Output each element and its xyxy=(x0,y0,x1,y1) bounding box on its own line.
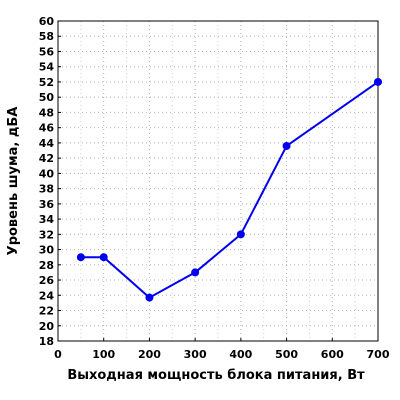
x-tick-label: 300 xyxy=(184,348,207,361)
y-tick-label: 24 xyxy=(39,289,55,302)
y-tick-label: 44 xyxy=(39,137,55,150)
x-tick-label: 100 xyxy=(92,348,115,361)
y-tick-label: 32 xyxy=(39,228,54,241)
x-axis-ticks: 0 100 200 300 400 500 600 700 xyxy=(54,338,390,361)
x-tick-label: 600 xyxy=(321,348,344,361)
y-tick-label: 38 xyxy=(39,183,54,196)
x-tick-label: 0 xyxy=(54,348,62,361)
x-tick-label: 500 xyxy=(275,348,298,361)
x-tick-label: 400 xyxy=(229,348,252,361)
y-tick-label: 48 xyxy=(39,106,54,119)
y-tick-label: 22 xyxy=(39,305,54,318)
y-tick-label: 34 xyxy=(39,213,55,226)
y-tick-label: 30 xyxy=(39,244,55,257)
y-tick-label: 18 xyxy=(39,335,54,348)
data-point xyxy=(76,253,85,262)
grid xyxy=(58,21,378,341)
data-point xyxy=(99,253,108,262)
y-axis-ticks: 18 20 22 24 26 28 30 32 34 36 38 40 42 44 46 48 50 52 54 56… xyxy=(39,15,61,348)
data-point xyxy=(145,293,154,302)
y-tick-label: 36 xyxy=(39,198,55,211)
data-point xyxy=(236,230,245,239)
y-tick-label: 20 xyxy=(39,320,55,333)
y-tick-label: 52 xyxy=(39,76,54,89)
data-point xyxy=(191,268,200,277)
series xyxy=(76,77,382,302)
y-tick-label: 56 xyxy=(39,45,55,58)
y-tick-label: 42 xyxy=(39,152,54,165)
y-tick-label: 50 xyxy=(39,91,55,104)
y-tick-label: 26 xyxy=(39,274,55,287)
y-tick-label: 58 xyxy=(39,30,54,43)
y-axis-title: Уровень шума, дБА xyxy=(6,107,21,256)
x-tick-label: 200 xyxy=(138,348,161,361)
data-point xyxy=(374,77,382,86)
y-tick-label: 54 xyxy=(39,61,55,74)
data-point xyxy=(282,141,291,150)
y-tick-label: 40 xyxy=(39,167,55,180)
y-tick-label: 46 xyxy=(39,122,55,135)
y-tick-label: 28 xyxy=(39,259,54,272)
y-tick-label: 60 xyxy=(39,15,55,28)
series-line xyxy=(80,81,379,299)
x-tick-label: 700 xyxy=(367,348,390,361)
x-axis-title: Выходная мощность блока питания, Вт xyxy=(67,368,365,383)
plot-frame xyxy=(57,20,379,342)
